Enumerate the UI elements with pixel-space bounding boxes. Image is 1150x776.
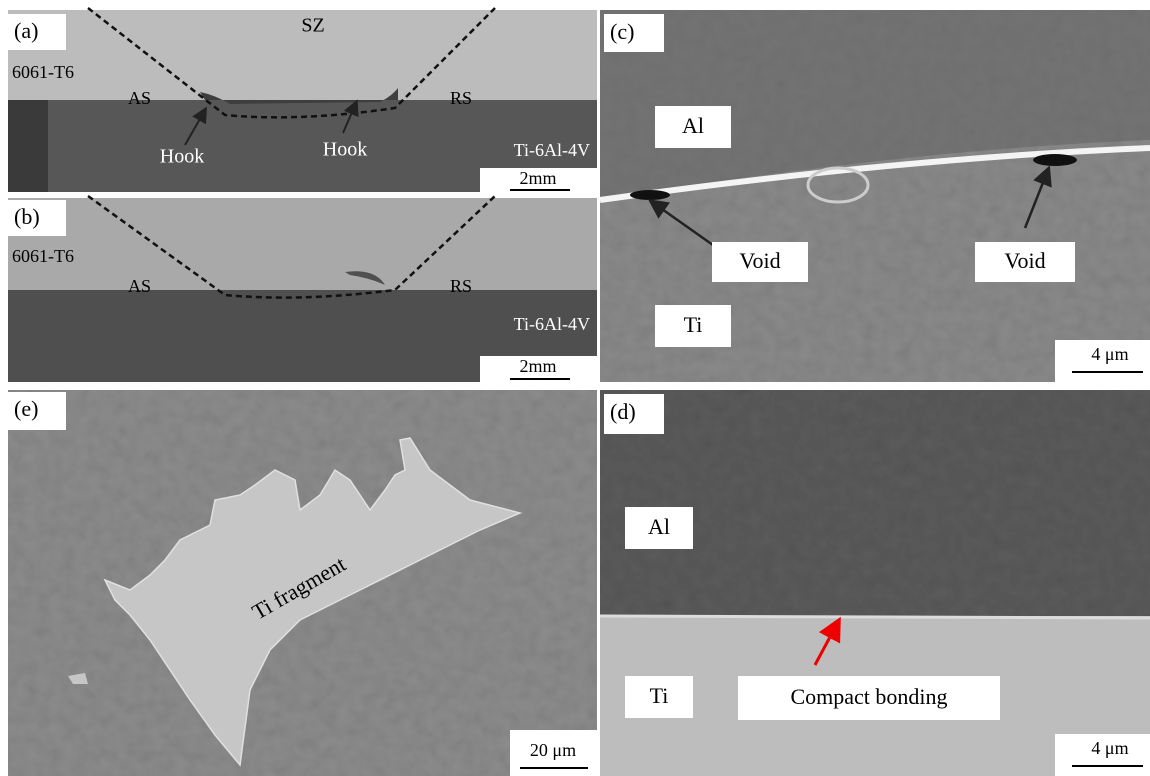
scale-box — [480, 356, 597, 382]
scale-box — [1055, 734, 1150, 776]
arrow — [184, 106, 207, 146]
label-box — [738, 676, 1000, 720]
label-box — [655, 305, 731, 347]
interface — [599, 145, 1150, 203]
scale-box — [1055, 340, 1150, 382]
label-box — [8, 200, 66, 236]
panel-label: (e) — [14, 396, 38, 421]
hook-label: Hook — [323, 139, 367, 161]
aluminium-region — [8, 198, 597, 290]
aluminium-region — [600, 390, 1150, 616]
void-label: Void — [1004, 248, 1045, 273]
hook-region — [345, 271, 385, 285]
void-label: Void — [739, 248, 780, 273]
scale-label: 2mm — [519, 168, 556, 188]
aluminium-region — [8, 10, 597, 100]
panel-label: (b) — [14, 204, 40, 229]
scale-label: 4 μm — [1091, 738, 1128, 758]
side-label: AS — [128, 88, 151, 108]
stir-zone-outline — [87, 7, 496, 119]
label-box — [604, 394, 664, 434]
material-label: Ti-6Al-4V — [514, 314, 590, 334]
side-label: RS — [450, 276, 472, 296]
label-box — [625, 676, 693, 718]
label-box — [975, 242, 1075, 282]
scale-label: 4 μm — [1091, 344, 1128, 364]
material-label: Ti-6Al-4V — [514, 140, 590, 160]
material-label: 6061-T6 — [12, 246, 74, 266]
bonding-label: Compact bonding — [790, 684, 947, 709]
material-label: Al — [648, 514, 670, 539]
panel-c: (c) Al Void Void Ti 4 μm — [599, 10, 1150, 382]
panel-e: (e) Ti fragment 20 μm — [8, 390, 597, 776]
arrow — [647, 199, 721, 252]
arrow — [1023, 165, 1052, 229]
panel-label: (c) — [610, 19, 634, 44]
label-box — [8, 14, 66, 50]
label-box — [625, 507, 693, 549]
aluminium-region — [600, 10, 1150, 200]
material-label: Ti — [650, 683, 669, 708]
arrow — [813, 616, 841, 666]
ti-fragment — [103, 437, 523, 767]
material-label: 6061-T6 — [12, 62, 74, 82]
arrow — [342, 99, 359, 134]
particle — [68, 673, 88, 684]
material-label: Al — [682, 113, 704, 138]
side-label: RS — [450, 88, 472, 108]
scale-label: 20 μm — [530, 740, 576, 760]
interface — [599, 614, 1150, 620]
label-box — [8, 392, 66, 430]
void — [1033, 154, 1077, 166]
material-label: Ti — [684, 312, 703, 337]
void — [630, 190, 670, 200]
panel-label: (d) — [610, 399, 636, 424]
void — [806, 166, 870, 204]
side-label: AS — [128, 276, 151, 296]
label-box — [655, 106, 731, 148]
panel-a: (a) SZ 6061-T6 AS RS Hook Hook Ti-6Al-4V… — [8, 7, 597, 192]
panel-d: (d) Al Ti Compact bonding 4 μm — [599, 390, 1150, 776]
panel-b: (b) 6061-T6 AS RS Ti-6Al-4V 2mm — [8, 194, 597, 382]
edge-shadow — [8, 100, 48, 192]
scale-label: 2mm — [519, 356, 556, 376]
label-box — [604, 14, 664, 52]
label-box — [712, 242, 808, 282]
stir-zone-outline — [87, 194, 496, 299]
hook-label: Hook — [160, 146, 204, 168]
scale-box — [480, 168, 597, 192]
panel-label: (a) — [14, 18, 38, 43]
zone-label: SZ — [301, 15, 324, 37]
